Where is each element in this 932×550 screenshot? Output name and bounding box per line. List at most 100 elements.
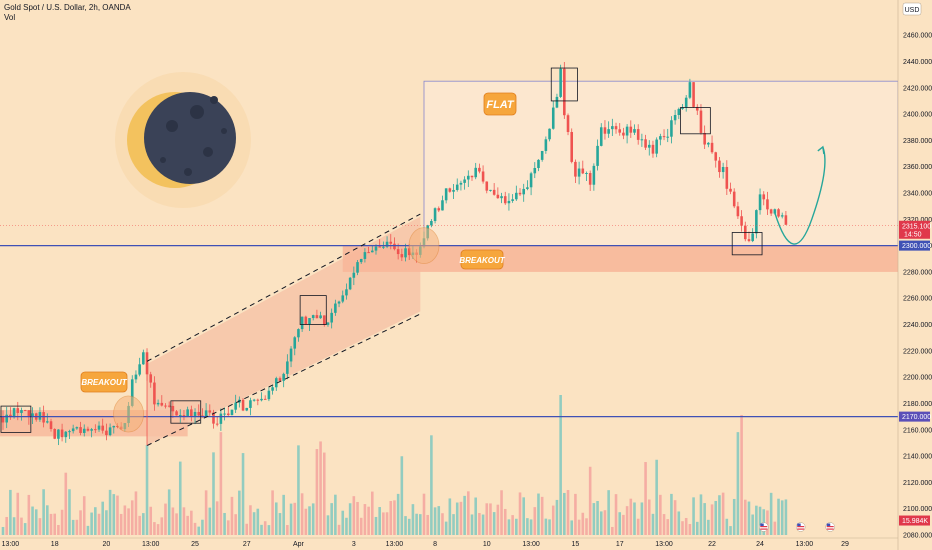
volume-bar (31, 506, 34, 535)
volume-bar (548, 519, 551, 535)
lower-level-value: 2170.000 (902, 414, 931, 421)
volume-bar (278, 513, 282, 535)
candle (596, 139, 599, 171)
candle (489, 189, 492, 192)
flat-annotation[interactable]: FLAT (483, 92, 517, 116)
candle (356, 260, 359, 276)
breakout-annotation-1[interactable]: BREAKOUT (80, 371, 128, 393)
candle (651, 140, 655, 158)
y-tick-label: 2380.000 (903, 138, 932, 145)
candle (60, 423, 64, 442)
volume-bar (1, 526, 5, 535)
highlight-box (170, 400, 202, 424)
volume-bar (699, 494, 703, 535)
volume-bar (219, 432, 223, 535)
volume-bar (407, 518, 411, 535)
candle (459, 180, 463, 191)
volume-bar (160, 517, 164, 535)
x-tick-label: 8 (433, 541, 437, 548)
highlight-box (731, 232, 763, 256)
volume-bar (241, 453, 245, 535)
candle (485, 181, 489, 194)
y-tick-label: 2220.000 (903, 348, 932, 355)
volume-bar (437, 506, 441, 535)
volume-bar (766, 510, 769, 535)
candle (581, 160, 585, 175)
candle (31, 407, 34, 424)
candle (352, 266, 356, 286)
volume-bar (108, 489, 112, 535)
volume-bar (489, 503, 492, 535)
candle (551, 100, 555, 130)
candle (762, 191, 766, 206)
volume-bar (182, 507, 186, 535)
candle (433, 207, 437, 224)
volume-bar (82, 496, 86, 535)
volume-bar (60, 509, 64, 535)
x-tick-label: 10 (483, 541, 491, 548)
volume-bar (707, 519, 710, 535)
candle (662, 129, 666, 141)
volume-bar (304, 508, 308, 535)
candle (404, 243, 407, 262)
volume-bar (90, 512, 93, 535)
y-tick-label: 2460.000 (903, 33, 932, 40)
candle (588, 170, 592, 191)
volume-bar (94, 507, 97, 535)
arrow-head (817, 145, 825, 155)
candle (655, 137, 658, 158)
volume-bar (607, 490, 610, 535)
x-tick-label: 13:00 (796, 541, 814, 548)
highlight-box (299, 295, 327, 325)
y-tick-label: 2140.000 (903, 454, 932, 461)
candle (138, 357, 141, 377)
candle (289, 346, 293, 368)
volume-bar (57, 524, 60, 535)
candle (337, 300, 341, 308)
volume-bar (758, 506, 762, 535)
volume-bar (478, 512, 481, 535)
candle (684, 95, 688, 112)
candle (315, 309, 319, 319)
volume-bar (53, 513, 56, 535)
x-tick-label: 13:00 (522, 541, 540, 548)
volume-bar (164, 503, 167, 535)
breakout-annotation-2[interactable]: BREAKOUT (459, 249, 506, 270)
volume-bar (49, 513, 53, 535)
volume-bar (681, 521, 684, 535)
volume-bar (300, 493, 304, 535)
channel-upper-line (146, 213, 421, 362)
volume-bar (245, 523, 249, 535)
volume-bar (762, 509, 766, 535)
candle (271, 385, 274, 395)
candle (94, 424, 97, 434)
volume-bar (511, 515, 514, 535)
candle (274, 376, 278, 391)
upper-level-badge: 2300.000 (899, 240, 931, 251)
candle (348, 276, 352, 291)
candle (695, 104, 699, 116)
volume-bar (178, 461, 182, 535)
candle (611, 118, 614, 137)
volume-bar (481, 514, 485, 535)
candle (134, 370, 138, 384)
candle (670, 116, 673, 144)
volume-bar (533, 507, 537, 535)
candle (533, 162, 537, 179)
flat-label: FLAT (486, 99, 515, 111)
volume-bar (714, 500, 718, 535)
highlight-box (680, 107, 711, 135)
forecast-arrow (774, 146, 826, 245)
x-tick-label: 13:00 (655, 541, 673, 548)
candle (500, 192, 503, 204)
volume-bar (215, 501, 219, 535)
volume-bar (522, 497, 525, 535)
candle (566, 113, 570, 136)
volume-bar (234, 514, 237, 535)
volume-bar (326, 515, 330, 535)
candle (666, 128, 670, 143)
candle (625, 124, 629, 144)
channel-lower-line (146, 313, 421, 447)
candle (515, 185, 518, 201)
